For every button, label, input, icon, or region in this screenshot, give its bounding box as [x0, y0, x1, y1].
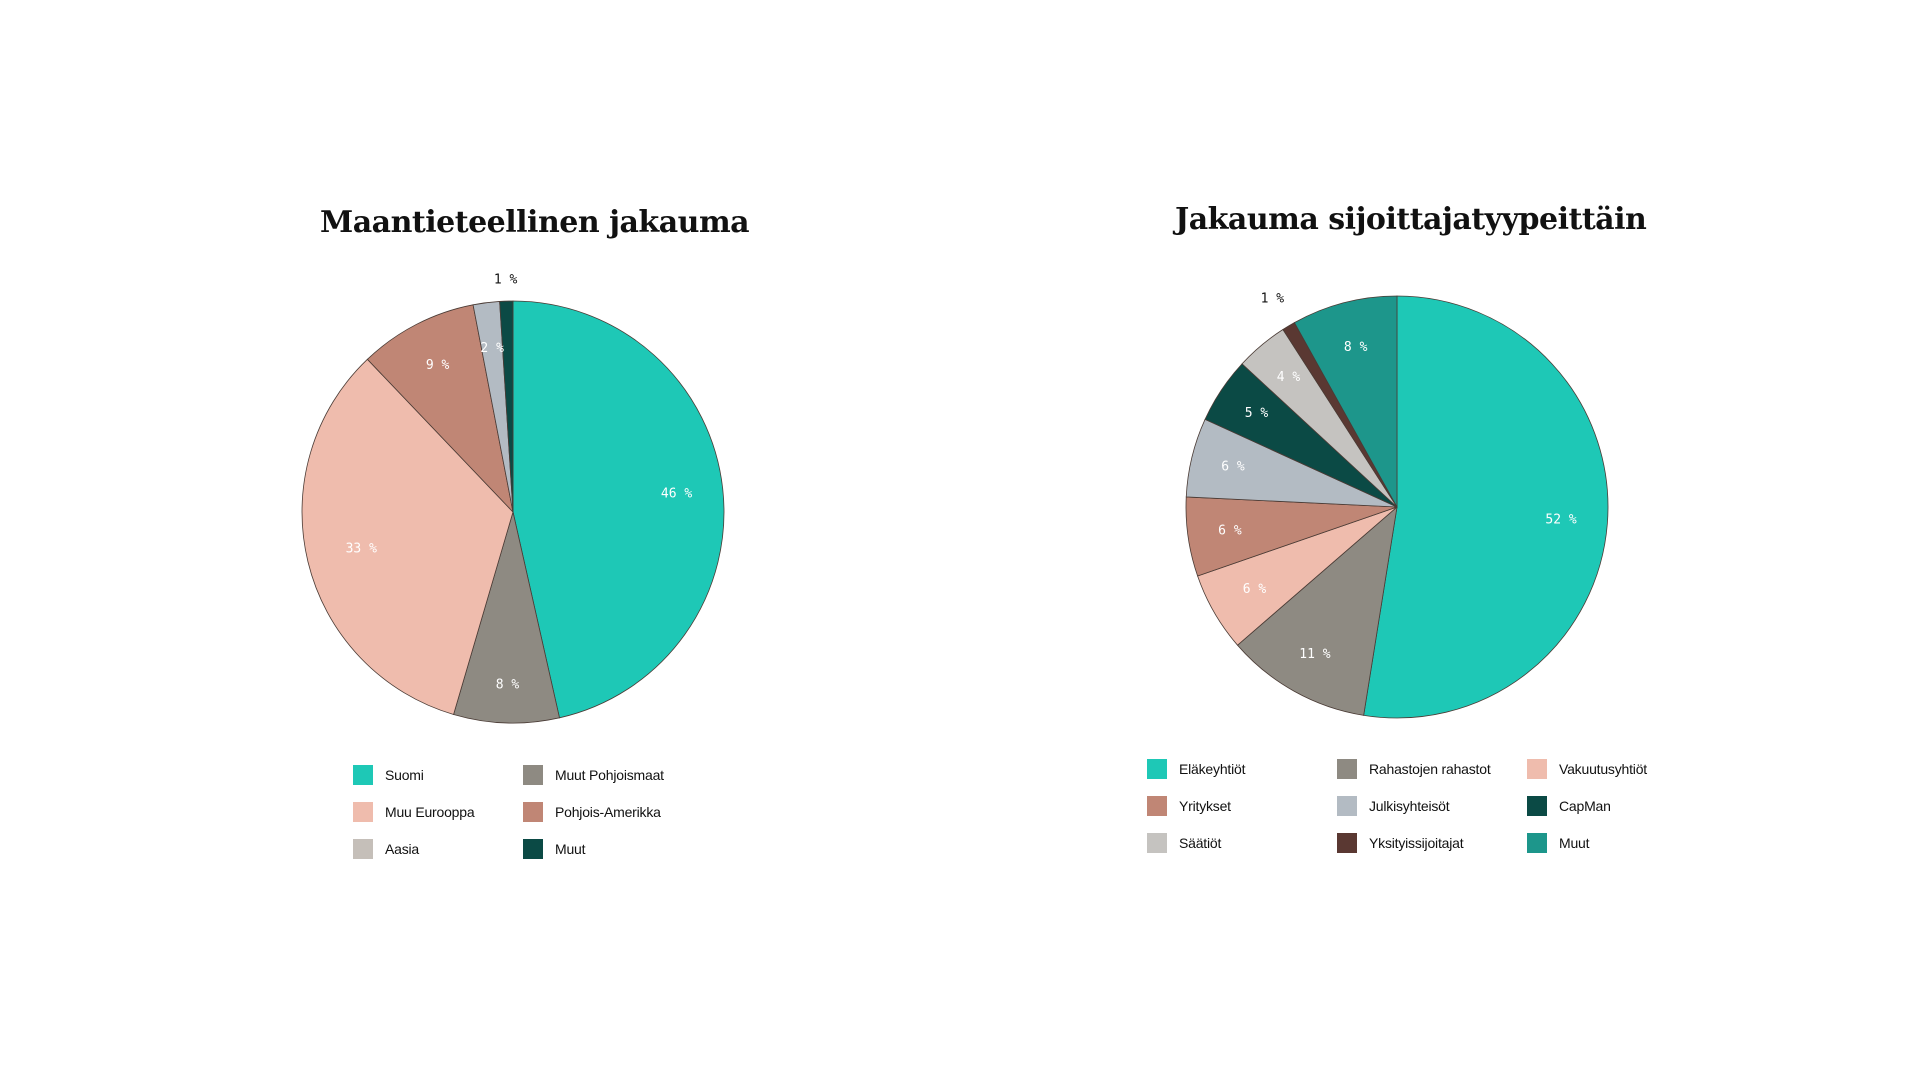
pie-label-pohjois-amerikka: 9 % — [426, 358, 450, 373]
pie-label-julkisyhteisot: 6 % — [1221, 460, 1245, 475]
legend-swatch — [1147, 833, 1167, 853]
legend-swatch — [1527, 833, 1547, 853]
pie-label-capman: 5 % — [1245, 406, 1269, 421]
investor-type-pie-chart: 52 % 11 % 6 % 6 % 6 % 5 % 4 % 1 % 8 % — [1185, 291, 1609, 719]
pie-label-yritykset: 6 % — [1218, 524, 1242, 539]
pie-label-muut: 1 % — [494, 273, 518, 288]
legend-swatch — [353, 802, 373, 822]
pie-label-saatiot: 4 % — [1277, 370, 1301, 385]
legend-item-julkisyhteisot: Julkisyhteisöt — [1337, 796, 1450, 816]
legend-swatch — [353, 765, 373, 785]
legend-swatch — [1337, 796, 1357, 816]
legend-item-vakuutusyhtiot: Vakuutusyhtiöt — [1527, 759, 1647, 779]
legend-label: Muut — [555, 841, 586, 857]
pie-label-suomi: 46 % — [661, 486, 692, 501]
legend-item-saatiot: Säätiöt — [1147, 833, 1221, 853]
legend-item-muut-pohjoismaat: Muut Pohjoismaat — [523, 765, 664, 785]
pie-slice-suomi — [512, 300, 725, 719]
legend-label: Muut Pohjoismaat — [555, 767, 664, 783]
legend-label: Muu Eurooppa — [385, 804, 475, 820]
legend-item-muut: Muut — [1527, 833, 1590, 853]
legend-label: Säätiöt — [1179, 835, 1222, 851]
pie-slice-muu-eurooppa — [301, 358, 514, 715]
legend-swatch — [1147, 796, 1167, 816]
pie-slice-muut-pohjoismaat — [453, 510, 560, 724]
legend-label: Vakuutusyhtiöt — [1559, 761, 1647, 777]
legend-label: Aasia — [385, 841, 420, 857]
legend-item-muu-eurooppa: Muu Eurooppa — [353, 802, 475, 822]
legend-swatch — [1337, 833, 1357, 853]
pie-label-elakeyhtiot: 52 % — [1545, 513, 1576, 528]
pie-label-yksityissijoitajat: 1 % — [1261, 291, 1285, 306]
pie-label-aasia: 2 % — [480, 341, 504, 356]
legend-label: Eläkeyhtiöt — [1179, 761, 1246, 777]
pie-slice-muut — [1293, 295, 1398, 509]
geographic-chart-title: Maantieteellinen jakauma — [320, 205, 750, 240]
legend-swatch — [1527, 759, 1547, 779]
legend-item-rahastojen-rahastot: Rahastojen rahastot — [1337, 759, 1491, 779]
pie-label-rahastojen-rahastot: 11 % — [1299, 647, 1330, 662]
legend-item-yritykset: Yritykset — [1147, 796, 1231, 816]
legend-item-muut: Muut — [523, 839, 586, 859]
legend-item-yksityissijoitajat: Yksityissijoitajat — [1337, 833, 1464, 853]
legend-label: CapMan — [1559, 798, 1611, 814]
legend-item-suomi: Suomi — [353, 765, 424, 785]
legend-label: Suomi — [385, 767, 424, 783]
legend-item-aasia: Aasia — [353, 839, 419, 859]
pie-slice-rahastojen-rahastot — [1236, 505, 1398, 716]
pie-label-vakuutusyhtiot: 6 % — [1243, 582, 1267, 597]
investor-type-chart-panel: Jakauma sijoittajatyypeittäin 52 % 11 % 6 … — [960, 0, 1920, 1080]
legend-swatch — [1337, 759, 1357, 779]
legend-swatch — [353, 839, 373, 859]
legend-swatch — [523, 765, 543, 785]
legend-label: Yritykset — [1179, 798, 1231, 814]
geographic-chart-panel: Maantieteellinen jakauma 46 % 8 % 33 % 9 % 2… — [301, 205, 750, 859]
legend-item-elakeyhtiot: Eläkeyhtiöt — [1147, 759, 1245, 779]
pie-slice-pohjois-amerikka — [366, 304, 514, 514]
pie-label-muu-eurooppa: 33 % — [346, 541, 377, 556]
pie-slice-elakeyhtiot — [1363, 295, 1609, 719]
legend-label: Muut — [1559, 835, 1590, 851]
legend-swatch — [1147, 759, 1167, 779]
legend-swatch — [1527, 796, 1547, 816]
investor-type-chart-title: Jakauma sijoittajatyypeittäin — [1175, 202, 1647, 237]
legend-label: Rahastojen rahastot — [1369, 761, 1491, 777]
pie-slice-muut — [499, 300, 514, 513]
geographic-pie-chart: 46 % 8 % 33 % 9 % 2 % 1 % — [301, 273, 725, 724]
legend-item-pohjois-amerikka: Pohjois-Amerikka — [523, 802, 661, 822]
legend-item-capman: CapMan — [1527, 796, 1611, 816]
pie-label-muut-pohjoismaat: 8 % — [496, 677, 520, 692]
legend-swatch — [523, 802, 543, 822]
legend-label: Julkisyhteisöt — [1369, 798, 1450, 814]
legend-label: Yksityissijoitajat — [1369, 835, 1464, 851]
legend-label: Pohjois-Amerikka — [555, 804, 661, 820]
pie-label-muut: 8 % — [1344, 340, 1368, 355]
legend-swatch — [523, 839, 543, 859]
